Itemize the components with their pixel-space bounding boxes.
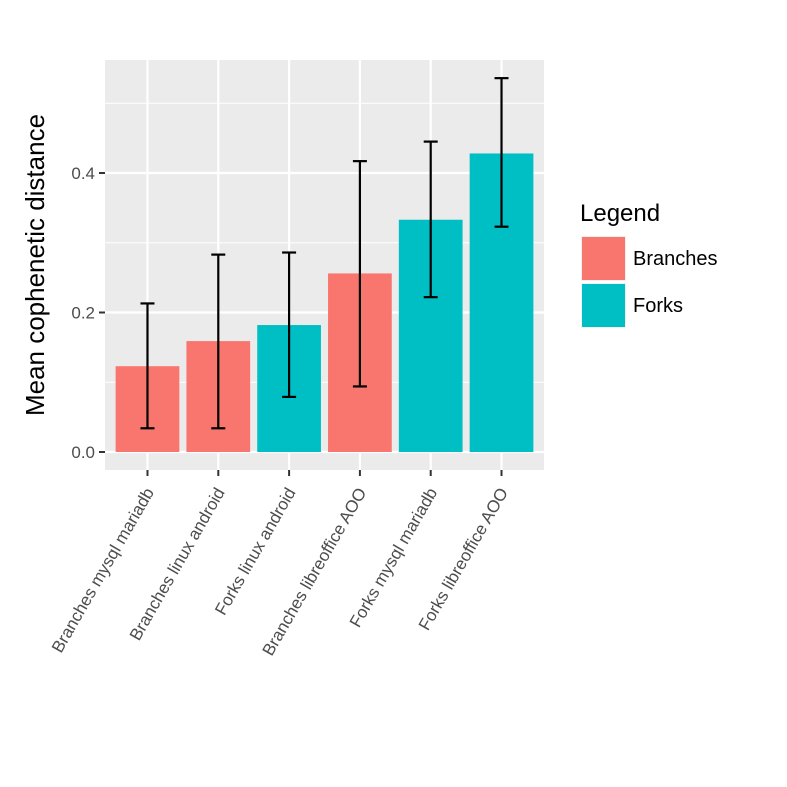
bars (115, 153, 534, 452)
y-axis-title: Mean cophenetic distance (20, 114, 50, 416)
x-tick-label: Forks linux android (211, 485, 299, 619)
y-tick-label: 0.0 (71, 443, 95, 462)
y-tick-label: 0.2 (71, 304, 95, 323)
y-axis: 0.0 0.2 0.4 (71, 164, 105, 462)
legend-title: Legend (580, 200, 660, 227)
y-tick-label: 0.4 (71, 164, 95, 183)
legend-label: Branches (633, 248, 718, 270)
legend: Legend Branches Forks (580, 200, 718, 328)
legend-swatch (582, 237, 625, 280)
legend-label: Forks (633, 295, 683, 317)
legend-swatch (582, 284, 625, 327)
error-bars (140, 77, 509, 430)
